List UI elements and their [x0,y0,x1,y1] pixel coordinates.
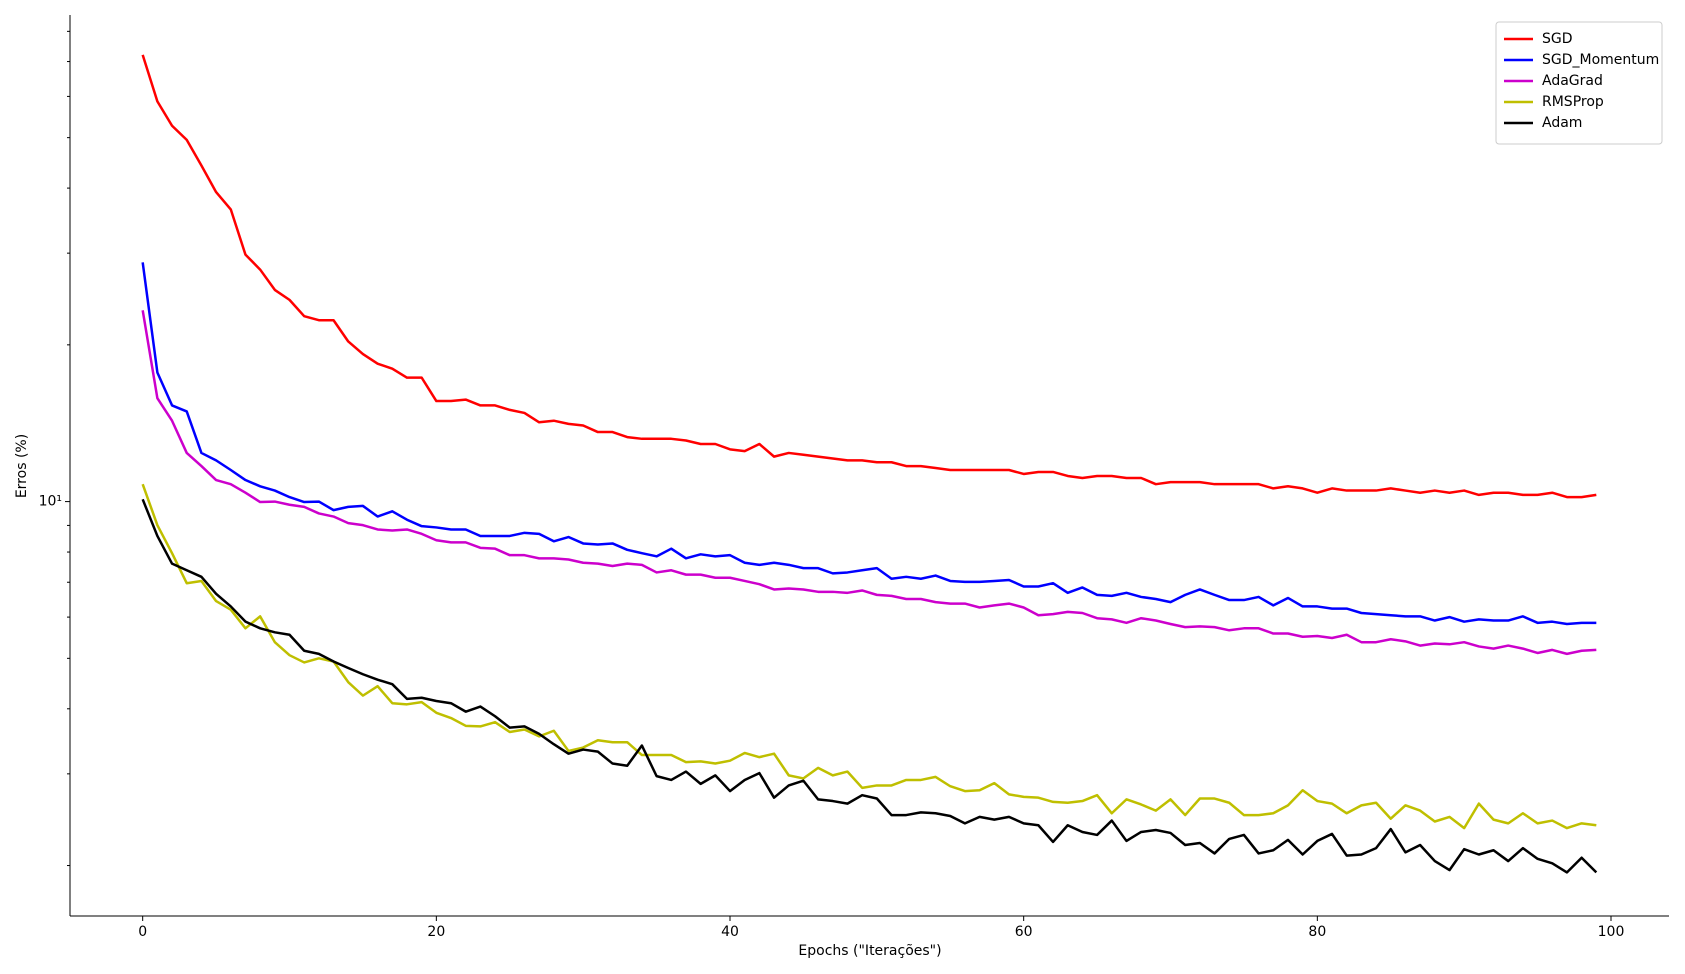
y-axis-label: Erros (%) [14,434,30,498]
legend-label: AdaGrad [1542,73,1603,89]
series-line [141,310,1597,656]
legend-label: RMSProp [1542,94,1604,110]
x-tick-label: 20 [427,924,445,940]
x-axis-label: Epochs ("Iterações") [798,943,941,959]
series-line [141,262,1597,626]
series-line [141,498,1598,874]
x-tick-label: 40 [721,924,739,940]
x-tick-label: 100 [1598,924,1625,940]
legend-label: SGD_Momentum [1542,52,1659,68]
series-line [141,54,1597,499]
legend: SGD SGD_Momentum AdaGrad RMSProp Adam [1495,21,1663,145]
y-tick-label: 10¹ [39,494,62,510]
x-tick-label: 0 [138,924,147,940]
x-tick-label: 60 [1015,924,1033,940]
legend-label: Adam [1542,115,1582,131]
series-line [141,483,1597,830]
x-tick-label: 80 [1308,924,1326,940]
legend-box [1495,21,1663,145]
legend-label: SGD [1542,31,1573,47]
